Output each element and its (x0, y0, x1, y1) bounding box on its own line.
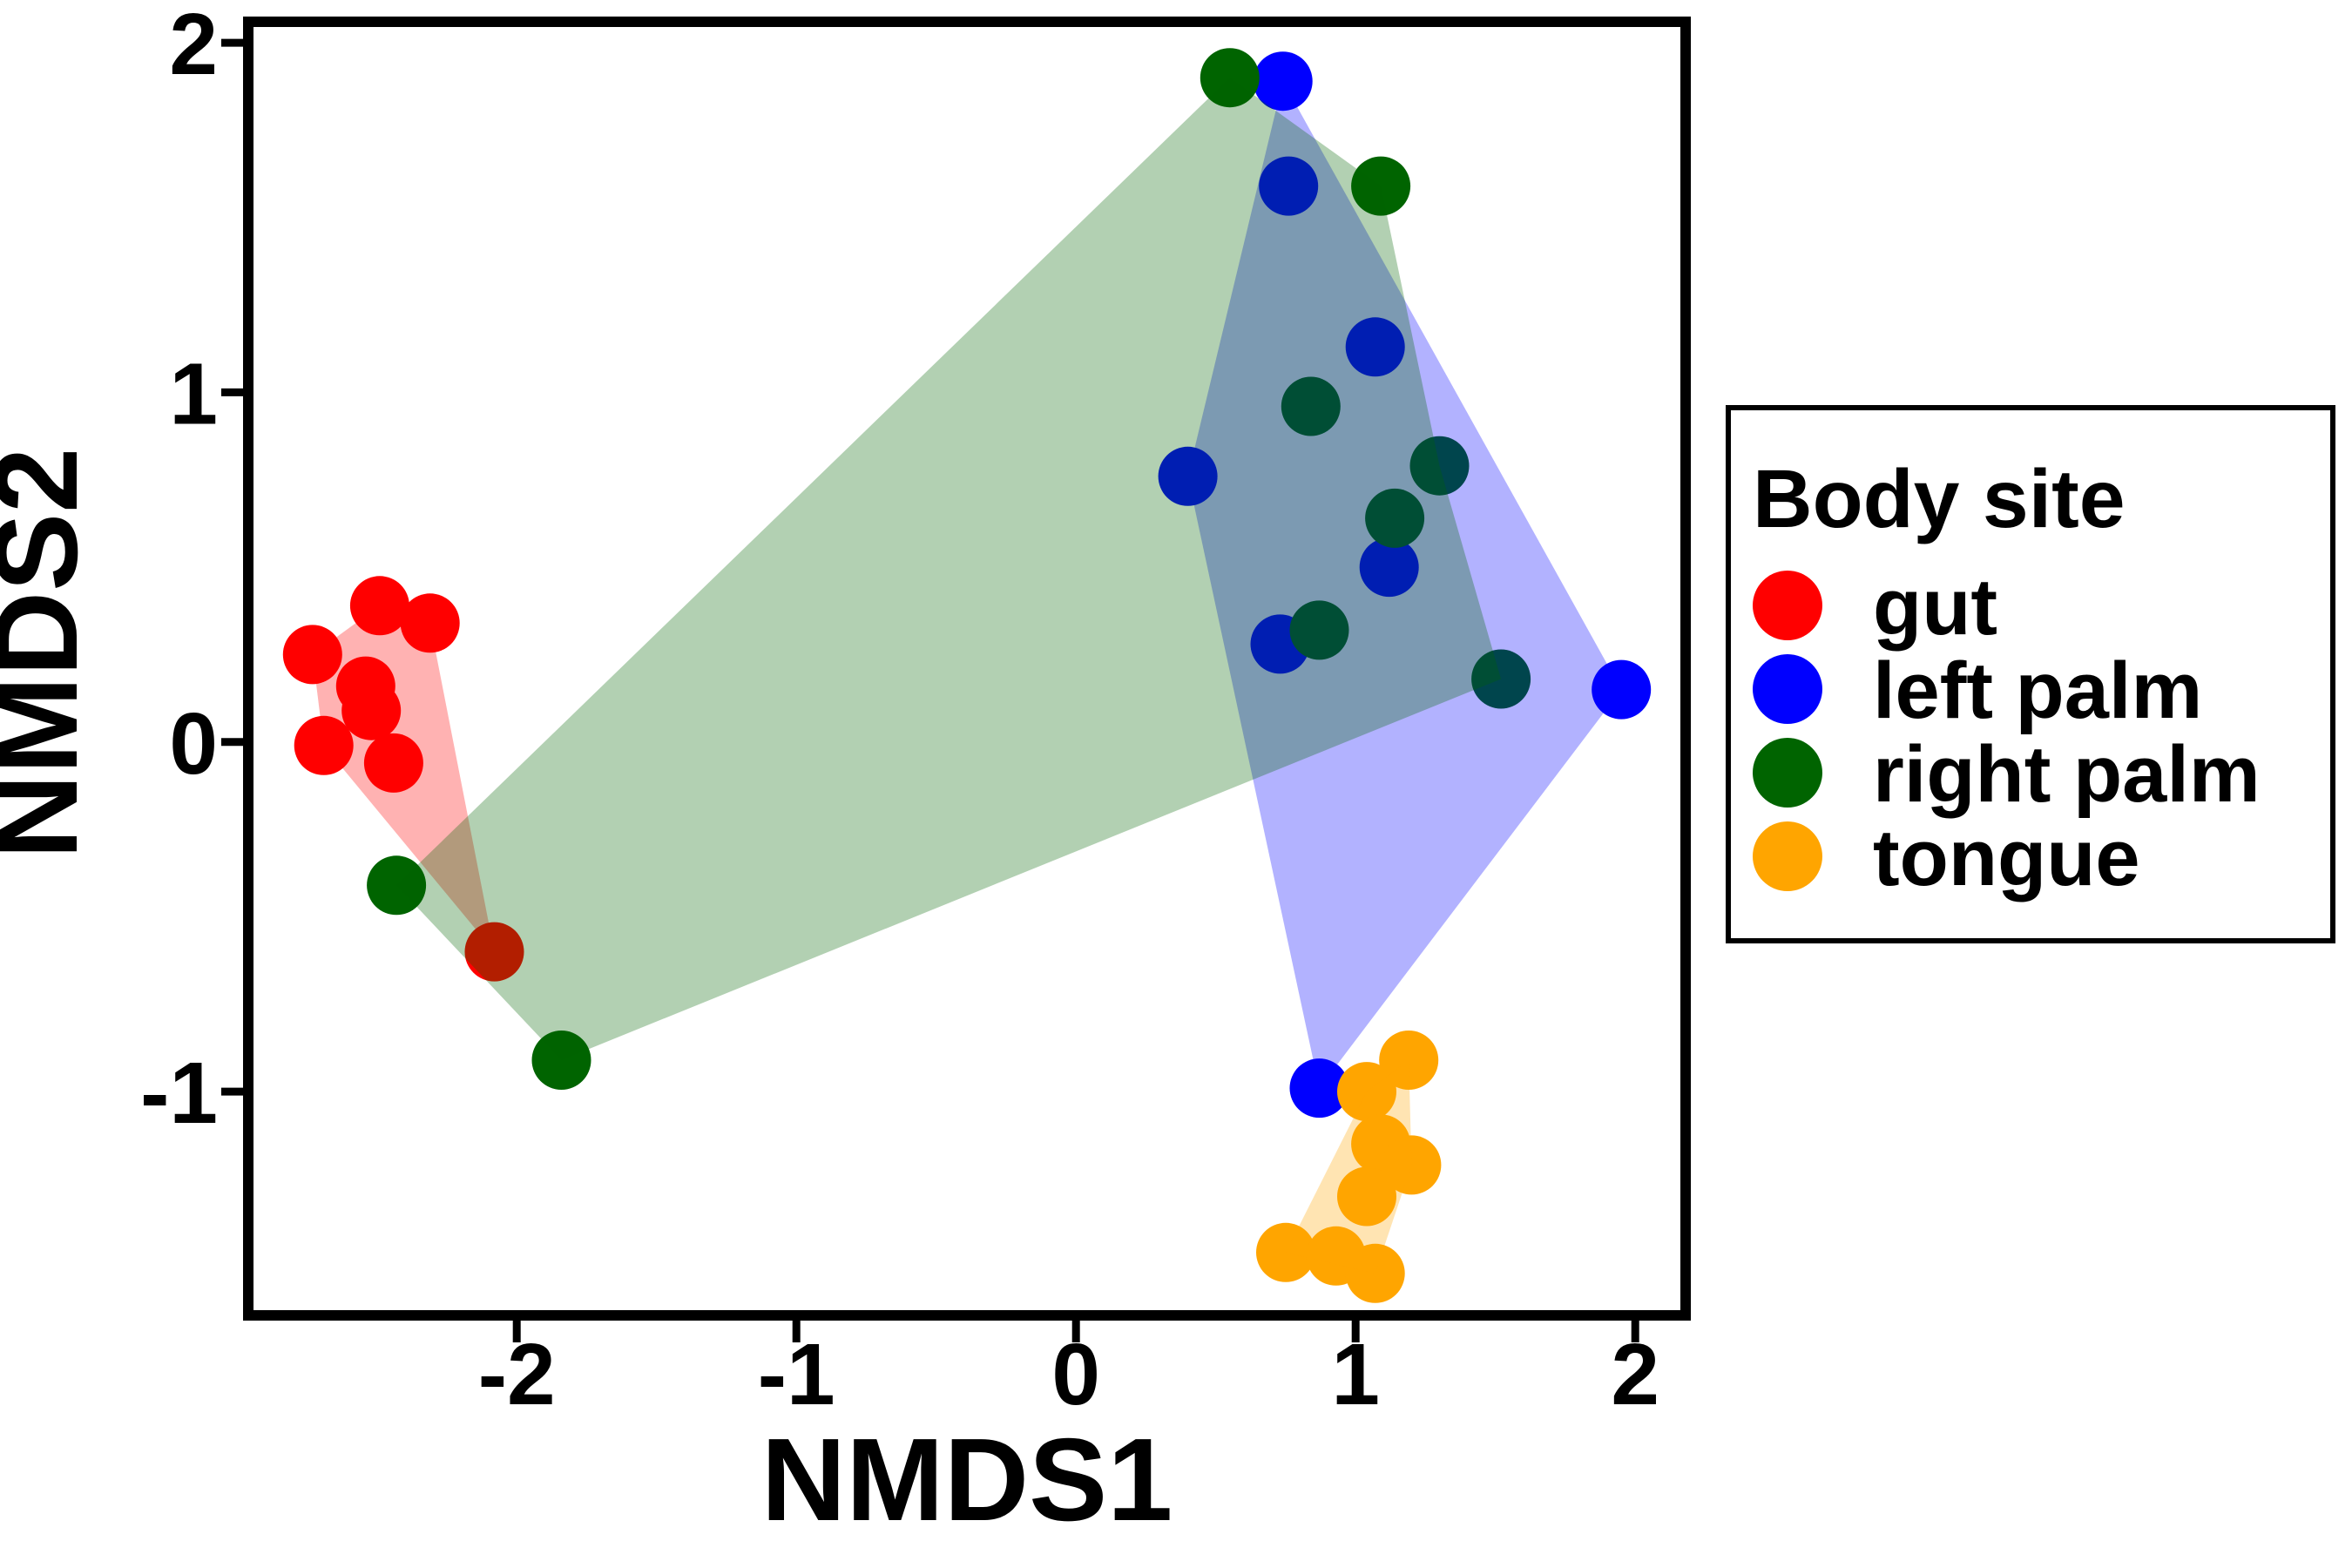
right-palm-point (1281, 376, 1341, 436)
x-axis: -2 -1 0 1 2 (478, 1321, 1659, 1423)
right-palm-point (1200, 48, 1260, 108)
legend-label-left-palm: left palm (1873, 646, 2202, 735)
gut-hull (312, 605, 495, 952)
x-tick-label: 2 (1611, 1326, 1659, 1423)
points-layer (282, 48, 1652, 1303)
gut-point (349, 576, 409, 636)
x-axis-title: NMDS1 (761, 1414, 1173, 1545)
y-axis-title: NMDS2 (0, 448, 102, 860)
right-palm-point (1289, 600, 1349, 660)
right-palm-point (1351, 156, 1411, 216)
gut-point (282, 625, 342, 685)
right-palm-hull (396, 78, 1502, 1061)
right-palm-point (1471, 649, 1531, 709)
y-tick-label: 0 (169, 695, 218, 793)
x-tick-label: -2 (478, 1326, 556, 1423)
legend-label-right-palm: right palm (1873, 730, 2261, 819)
tongue-point (1337, 1166, 1396, 1227)
gut-point (363, 733, 423, 793)
x-tick-label: -1 (758, 1326, 835, 1423)
left-palm-point (1253, 51, 1313, 112)
legend-label-gut: gut (1873, 563, 1997, 652)
x-tick-label: 1 (1331, 1326, 1380, 1423)
left-palm-point (1158, 446, 1218, 506)
right-palm-point (531, 1031, 591, 1090)
legend-key-gut-icon (1753, 571, 1822, 640)
left-palm-point (1359, 537, 1419, 598)
gut-point (464, 922, 524, 982)
y-tick-label: -1 (140, 1044, 218, 1142)
right-palm-point (1409, 436, 1470, 496)
legend-key-tongue-icon (1753, 821, 1822, 891)
legend-box (1726, 405, 2335, 943)
tongue-point (1379, 1031, 1439, 1090)
y-axis: -1 0 1 2 (140, 0, 243, 1142)
tongue-point (1345, 1243, 1405, 1303)
left-palm-point (1345, 317, 1405, 377)
legend-key-left-palm-icon (1753, 654, 1822, 724)
tongue-hull (1286, 1060, 1412, 1274)
x-tick-label: 0 (1051, 1326, 1100, 1423)
tongue-point (1256, 1222, 1315, 1282)
tongue-point (1337, 1062, 1396, 1122)
gut-point (341, 680, 402, 740)
right-palm-point (1365, 488, 1425, 548)
gut-point (294, 715, 354, 775)
gut-point (400, 593, 460, 653)
plot-panel (248, 22, 1686, 1315)
legend-key-right-palm-icon (1753, 738, 1822, 808)
legend-label-tongue: tongue (1873, 814, 2140, 902)
hulls-layer (312, 78, 1622, 1274)
left-palm-point (1289, 1058, 1349, 1119)
right-palm-point (367, 855, 427, 916)
y-tick-label: 1 (169, 345, 218, 443)
tongue-point (1382, 1135, 1442, 1195)
plot-panel-border (243, 17, 1691, 1321)
left-palm-point (1259, 156, 1319, 216)
left-palm-hull (1187, 81, 1622, 1089)
legend-title: Body site (1753, 453, 2126, 545)
y-tick-label: 2 (169, 0, 218, 93)
left-palm-point (1592, 659, 1652, 720)
